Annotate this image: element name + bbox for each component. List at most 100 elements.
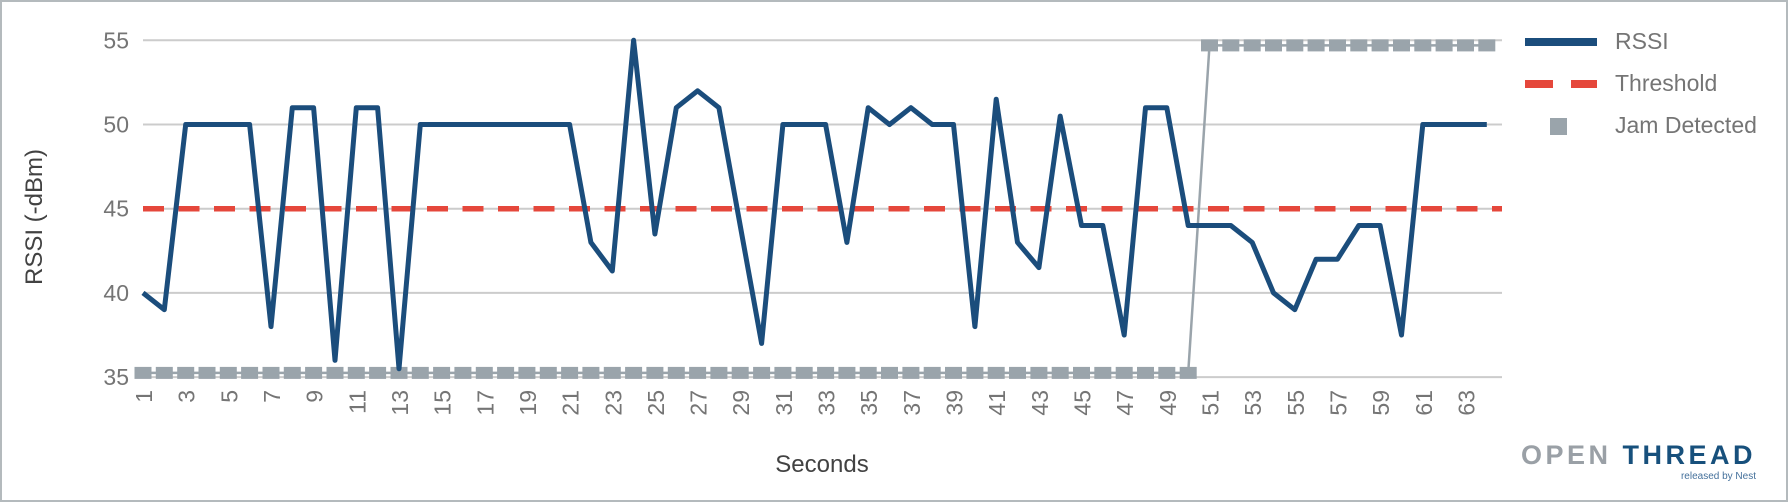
x-tick-label-39: 39 (942, 390, 968, 416)
x-axis-title: Seconds (775, 451, 868, 478)
x-tick-label-49: 49 (1155, 390, 1181, 416)
y-tick-label-50: 50 (103, 112, 129, 138)
y-tick-label-35: 35 (103, 364, 129, 390)
y-tick-label-55: 55 (103, 27, 129, 53)
logo-wordmark: OPEN THREAD (1521, 440, 1756, 470)
jam-marker-x31 (774, 366, 792, 379)
jam-square-swatch (1550, 118, 1567, 135)
legend-label-rssi: RSSI (1615, 28, 1669, 54)
x-tick-label-33: 33 (814, 390, 840, 416)
legend-item-rssi: RSSI (1525, 28, 1669, 54)
x-tick-label-31: 31 (771, 390, 797, 416)
jam-marker-x5 (219, 366, 237, 379)
jam-marker-x62 (1435, 39, 1453, 52)
x-tick-label-61: 61 (1411, 390, 1437, 416)
jam-marker-x11 (347, 366, 365, 379)
x-tick-label-3: 3 (174, 390, 200, 403)
jam-marker-x44 (1051, 366, 1069, 379)
jam-marker-x64 (1478, 39, 1496, 52)
jam-marker-x13 (390, 366, 408, 379)
jam-marker-x34 (838, 366, 856, 379)
x-tick-label-55: 55 (1283, 390, 1309, 416)
x-tick-label-27: 27 (686, 390, 712, 416)
jam-marker-x55 (1286, 39, 1304, 52)
x-tick-label-19: 19 (515, 390, 541, 416)
jam-detected-series (134, 39, 1496, 379)
jam-marker-x20 (539, 366, 557, 379)
jam-marker-x3 (177, 366, 195, 379)
jam-marker-x63 (1457, 39, 1474, 52)
jam-marker-x52 (1222, 39, 1240, 52)
openthread-logo: OPEN THREAD released by Nest (1521, 440, 1756, 482)
x-tick-label-45: 45 (1070, 390, 1096, 416)
jam-marker-x9 (305, 366, 323, 379)
legend-label-threshold: Threshold (1615, 70, 1717, 96)
jam-marker-x51 (1201, 39, 1218, 52)
x-tick-label-13: 13 (387, 390, 413, 416)
x-tick-label-9: 9 (302, 390, 328, 403)
jam-marker-x28 (710, 366, 728, 379)
jam-marker-x50 (1179, 366, 1197, 379)
x-tick-label-41: 41 (984, 390, 1010, 416)
jam-marker-x23 (603, 366, 621, 379)
rssi-line (141, 37, 1487, 372)
logo-open-part: OPEN (1521, 440, 1612, 470)
jam-detected-step-line (143, 44, 1487, 375)
x-tick-label-29: 29 (728, 390, 754, 416)
x-tick-label-23: 23 (600, 390, 626, 416)
jam-marker-x17 (475, 366, 493, 379)
jam-marker-x54 (1265, 39, 1282, 52)
x-tick-label-5: 5 (216, 390, 242, 403)
logo-tagline: released by Nest (1681, 471, 1756, 482)
jam-marker-x41 (987, 366, 1005, 379)
legend-item-jam-detected: Jam Detected (1550, 112, 1757, 138)
jam-marker-x19 (518, 366, 536, 379)
x-tick-label-53: 53 (1240, 390, 1266, 416)
x-tick-label-63: 63 (1453, 390, 1479, 416)
jam-marker-x60 (1393, 39, 1410, 52)
jam-marker-x27 (689, 366, 707, 379)
y-axis-title: RSSI (-dBm) (21, 149, 48, 285)
jam-marker-x21 (561, 366, 579, 379)
y-axis-tick-labels: 55 50 45 40 35 (103, 27, 129, 390)
jam-marker-x53 (1243, 39, 1261, 52)
x-tick-label-17: 17 (472, 390, 498, 416)
jam-marker-x8 (283, 366, 301, 379)
jam-marker-x59 (1371, 39, 1389, 52)
jam-marker-x24 (625, 366, 643, 379)
x-tick-label-25: 25 (643, 390, 669, 416)
jam-marker-x30 (753, 366, 771, 379)
x-tick-label-51: 51 (1198, 390, 1224, 416)
y-tick-label-40: 40 (103, 280, 129, 306)
x-tick-label-37: 37 (899, 390, 925, 416)
jam-marker-x48 (1137, 366, 1154, 379)
jam-marker-x43 (1030, 366, 1048, 379)
jam-marker-x57 (1329, 39, 1346, 52)
jam-marker-x10 (326, 366, 344, 379)
jam-marker-x47 (1115, 366, 1133, 379)
jam-marker-x18 (497, 366, 515, 379)
x-tick-label-47: 47 (1112, 390, 1138, 416)
jam-marker-x22 (582, 366, 600, 379)
x-tick-label-57: 57 (1325, 390, 1351, 416)
jam-marker-x14 (411, 366, 429, 379)
jam-marker-x37 (902, 366, 920, 379)
jam-marker-x33 (817, 366, 835, 379)
rssi-series (141, 37, 1487, 372)
x-tick-label-15: 15 (430, 390, 456, 416)
x-tick-label-1: 1 (131, 390, 157, 403)
jam-marker-x36 (881, 366, 898, 379)
jam-marker-x26 (667, 366, 685, 379)
x-tick-label-35: 35 (856, 390, 882, 416)
jam-marker-x16 (454, 366, 472, 379)
jam-marker-x2 (155, 366, 173, 379)
jam-marker-x12 (369, 366, 387, 379)
x-tick-label-59: 59 (1368, 390, 1394, 416)
jam-marker-x32 (795, 366, 813, 379)
y-tick-label-45: 45 (103, 196, 129, 222)
x-tick-label-43: 43 (1027, 390, 1053, 416)
jam-marker-x25 (646, 366, 664, 379)
x-tick-label-11: 11 (344, 390, 370, 414)
jam-marker-x15 (433, 366, 451, 379)
